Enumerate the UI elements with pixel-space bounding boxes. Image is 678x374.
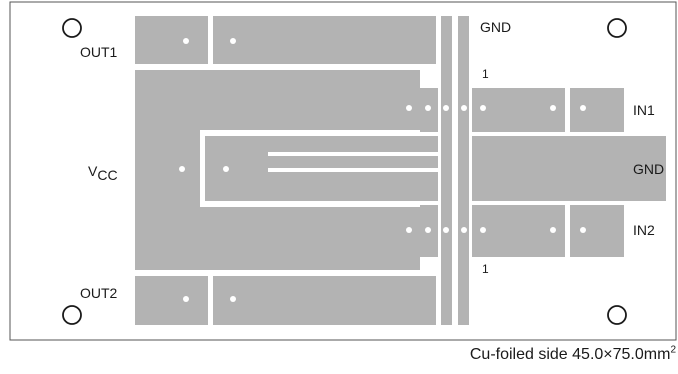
via: [461, 105, 467, 111]
gnd-trace-left: [441, 16, 452, 325]
pcb-layout-diagram: OUT1 OUT2 VCC GND GND IN1 IN2 1 1: [9, 1, 677, 341]
label-in2: IN2: [633, 222, 655, 238]
label-in1: IN1: [633, 102, 655, 118]
mounting-hole-top-right: [607, 18, 627, 38]
via: [223, 166, 229, 172]
via: [183, 38, 189, 44]
caption-superscript: 2: [670, 344, 676, 356]
vcc-inner-trace-loop: [205, 136, 438, 201]
via: [443, 105, 449, 111]
via: [580, 227, 586, 233]
out2-pad-right: [213, 276, 436, 325]
label-gnd-top: GND: [480, 19, 511, 35]
via: [406, 227, 412, 233]
via: [580, 105, 586, 111]
label-vcc-main: V: [88, 163, 98, 179]
label-pin1-bottom: 1: [482, 262, 489, 276]
gnd-trace-right: [458, 16, 469, 325]
via: [425, 227, 431, 233]
caption-text: Cu-foiled side 45.0×75.0mm: [469, 346, 671, 363]
via: [179, 166, 185, 172]
via: [480, 227, 486, 233]
out2-pad-left: [135, 276, 208, 325]
vcc-copper-pour: [135, 70, 420, 270]
mounting-hole-top-left: [62, 18, 82, 38]
gnd-right-pour: [472, 136, 666, 201]
mounting-hole-bottom-right: [607, 305, 627, 325]
via: [480, 105, 486, 111]
gnd-center-trace-a: [268, 140, 438, 148]
out1-pad-right: [213, 16, 436, 64]
in2-pad-right: [570, 205, 624, 257]
via: [230, 296, 236, 302]
out1-pad-left: [135, 16, 208, 64]
label-out2: OUT2: [80, 285, 118, 301]
via: [443, 227, 449, 233]
in1-pad-left: [472, 88, 565, 132]
label-pin1-top: 1: [482, 67, 489, 81]
mounting-hole-bottom-left: [62, 305, 82, 325]
label-vcc: VCC: [88, 163, 118, 183]
label-out1: OUT1: [80, 44, 118, 60]
label-gnd-right: GND: [633, 161, 664, 177]
in2-pad-left: [472, 205, 565, 257]
label-vcc-sub: CC: [97, 167, 117, 183]
figure-caption: Cu-foiled side 45.0×75.0mm2: [380, 344, 676, 364]
via: [406, 105, 412, 111]
via: [461, 227, 467, 233]
via-group: [179, 38, 586, 302]
in1-pad-right: [570, 88, 624, 132]
via: [425, 105, 431, 111]
via: [550, 227, 556, 233]
via: [183, 296, 189, 302]
via: [550, 105, 556, 111]
via: [230, 38, 236, 44]
